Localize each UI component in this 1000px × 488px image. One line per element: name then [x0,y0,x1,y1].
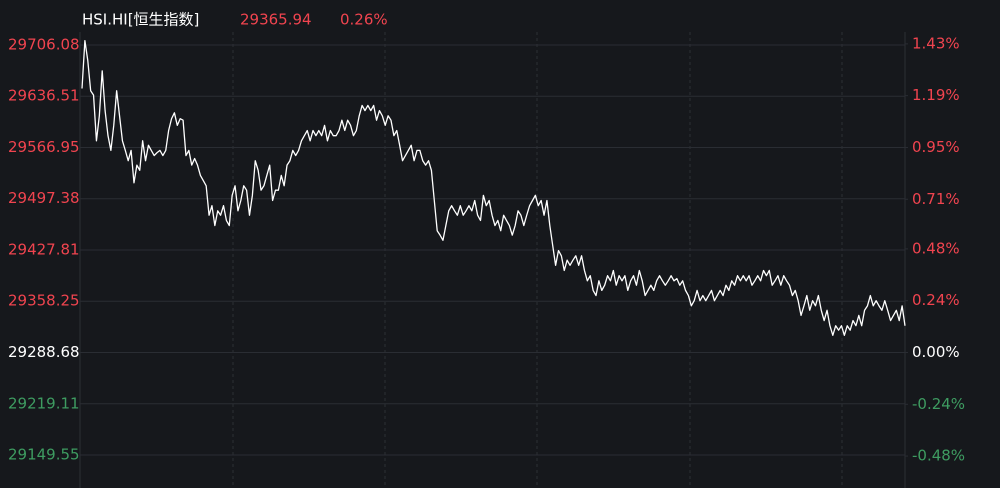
y2-tick-label: 1.19% [912,86,960,104]
chart-title: HSI.HI[恒生指数] [82,11,199,29]
y2-tick-label: 0.00% [912,343,960,361]
y-tick-label: 29288.68 [8,343,80,361]
y-tick-label: 29427.81 [8,241,80,259]
y-tick-label: 29706.08 [8,35,80,53]
y-tick-label: 29497.38 [8,189,80,207]
last-price: 29365.94 [240,11,312,29]
change-percent: 0.26% [340,11,388,29]
y2-tick-label: -0.24% [912,395,965,413]
y-tick-label: 29636.51 [8,87,80,105]
y-tick-label: 29149.55 [8,446,80,464]
price-line [81,39,906,336]
y2-tick-label: 0.95% [912,138,960,156]
y-tick-label: 29219.11 [8,394,80,412]
y-tick-label: 29566.95 [8,138,80,156]
y2-tick-label: 0.24% [912,291,960,309]
y2-tick-label: 1.43% [912,34,960,52]
y2-tick-label: -0.48% [912,447,965,465]
y2-tick-label: 0.48% [912,239,960,257]
y2-tick-label: 0.71% [912,190,960,208]
y-tick-label: 29358.25 [8,292,80,310]
